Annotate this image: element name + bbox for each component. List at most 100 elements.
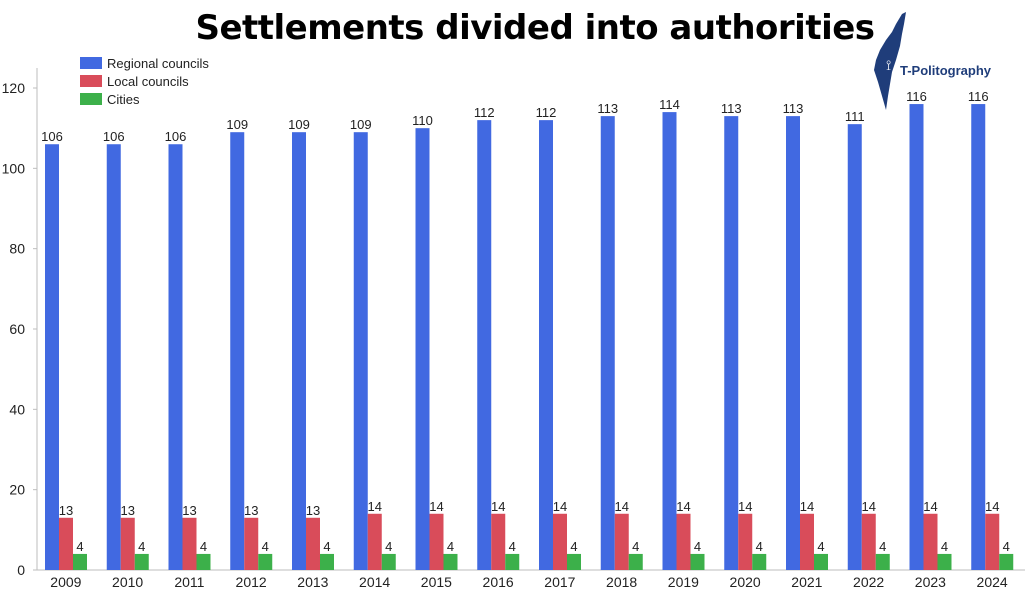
data-label: 4 [138,539,145,554]
x-tick-label: 2022 [853,574,884,590]
bar [724,116,739,570]
logo: ⟟ [874,12,906,110]
y-tick-label: 80 [9,241,25,257]
data-label: 14 [800,499,814,514]
data-label: 13 [59,503,73,518]
bar [120,517,135,570]
legend-swatch [80,75,102,87]
data-label: 113 [721,101,742,116]
bar [353,132,368,570]
data-label: 111 [845,109,865,124]
data-label: 13 [121,503,135,518]
legend-label: Regional councils [107,56,209,71]
data-label: 4 [509,539,516,554]
data-label: 113 [597,101,618,116]
data-label: 109 [288,117,310,132]
x-tick-label: 2016 [483,574,514,590]
data-label: 13 [182,503,196,518]
data-label: 106 [41,129,63,144]
bar [553,513,567,570]
bar [909,104,924,571]
chart-title: Settlements divided into authorities [195,8,875,48]
y-tick-label: 100 [2,160,26,176]
data-label: 4 [756,539,763,554]
data-label: 4 [76,539,83,554]
bar [800,513,814,570]
x-tick-label: 2010 [112,574,143,590]
data-label: 13 [244,503,258,518]
bar [429,513,444,570]
bar [196,553,211,570]
x-tick-label: 2011 [174,574,204,590]
data-label: 14 [615,499,629,514]
bar [73,553,87,570]
data-label: 4 [447,539,454,554]
data-label: 14 [553,499,567,514]
bar [505,553,520,570]
data-label: 4 [323,539,330,554]
data-label: 14 [862,499,876,514]
y-tick-label: 20 [9,482,25,498]
logo-text: T-Politography [900,63,991,78]
logo-glyph: ⟟ [886,58,891,74]
data-label: 4 [817,539,824,554]
data-label: 4 [694,539,701,554]
data-label: 4 [200,539,207,554]
bar [847,124,862,571]
data-label: 14 [923,499,937,514]
data-label: 109 [226,117,248,132]
bar [814,553,828,570]
bar [59,517,73,570]
bar [106,144,121,570]
data-label: 4 [941,539,948,554]
bar [443,553,458,570]
x-tick-label: 2015 [421,574,452,590]
data-label: 13 [306,503,320,518]
bar [230,132,245,570]
bar [182,517,197,570]
bar [786,116,800,570]
bar [306,517,320,570]
bar [923,513,938,570]
bar [662,112,677,570]
data-label: 14 [368,499,382,514]
x-tick-label: 2009 [50,574,81,590]
x-tick-label: 2019 [668,574,699,590]
data-label: 14 [491,499,505,514]
bar [985,513,1000,570]
bar [415,128,430,570]
y-tick-label: 0 [17,562,25,578]
x-tick-label: 2013 [297,574,328,590]
bar [134,553,149,570]
bar [381,553,396,570]
bar [45,144,59,570]
data-label: 14 [985,499,999,514]
legend-label: Local councils [107,74,189,89]
y-tick-label: 60 [9,321,25,337]
legend-swatch [80,93,102,105]
bar [971,104,986,571]
x-tick-label: 2018 [606,574,637,590]
y-tick-label: 40 [9,401,25,417]
bar [875,553,890,570]
data-label: 106 [103,129,125,144]
x-tick-label: 2012 [236,574,267,590]
legend-swatch [80,57,102,69]
data-label: 4 [385,539,392,554]
bar [539,120,553,570]
data-label: 112 [474,105,495,120]
bar [491,513,506,570]
y-tick-label: 120 [2,80,26,96]
bar [738,513,753,570]
x-tick-label: 2021 [791,574,822,590]
bar [752,553,767,570]
bar [477,120,492,570]
bar [320,553,334,570]
bar [244,517,259,570]
bar [168,144,183,570]
bar [690,553,705,570]
bar [367,513,382,570]
data-label: 106 [165,129,187,144]
data-label: 14 [676,499,690,514]
